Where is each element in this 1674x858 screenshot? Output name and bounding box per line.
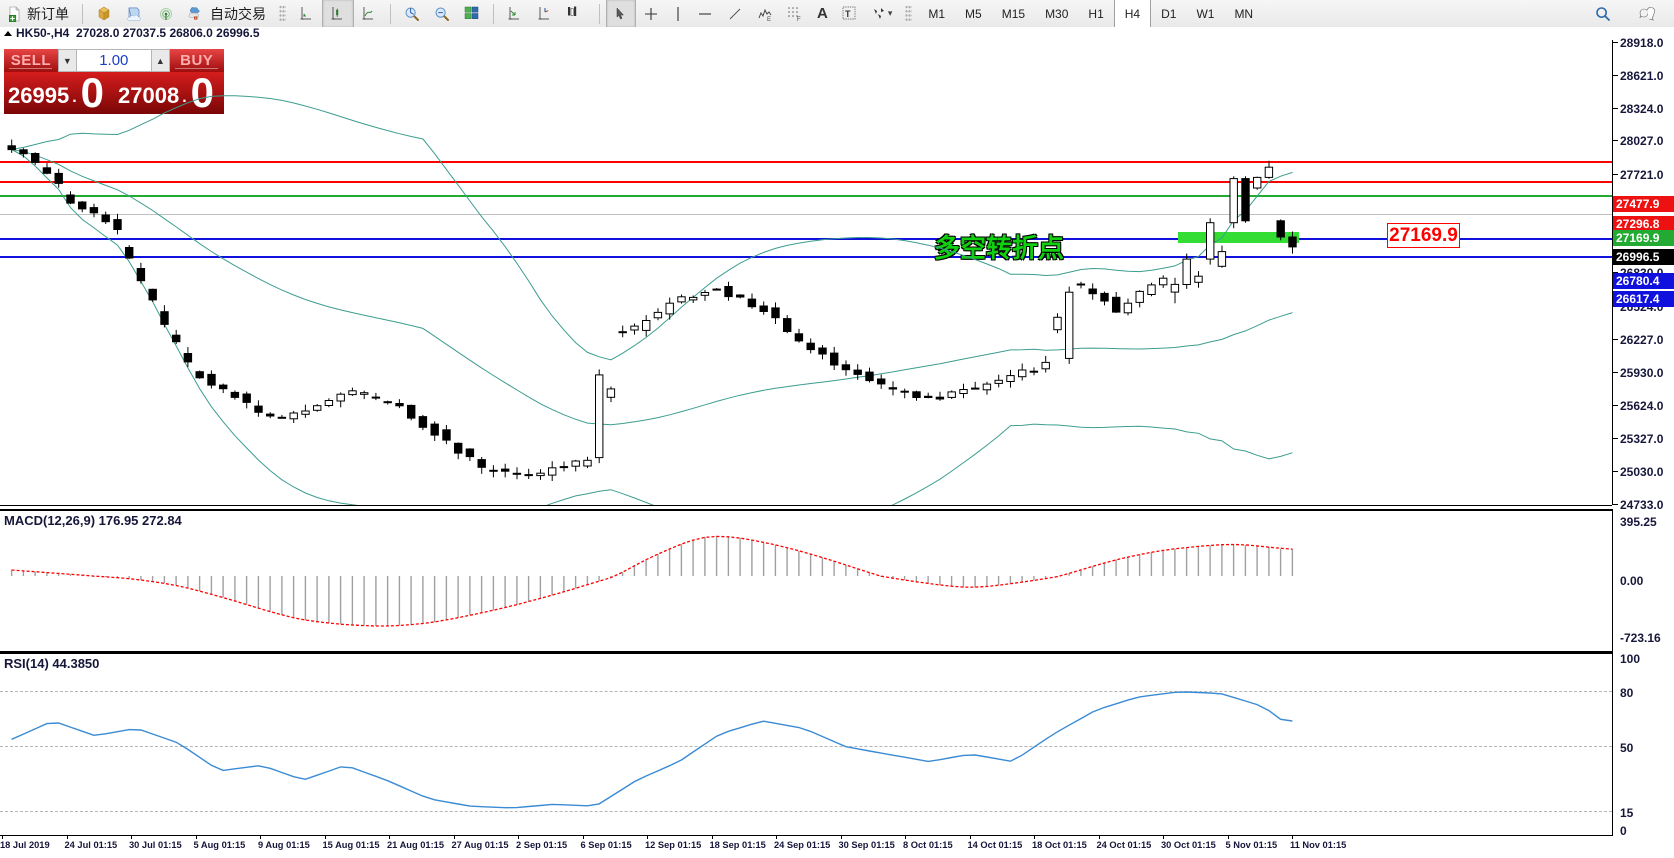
svg-text:E: E <box>767 17 771 22</box>
svg-text:T: T <box>845 9 851 19</box>
svg-text:F: F <box>797 17 801 22</box>
